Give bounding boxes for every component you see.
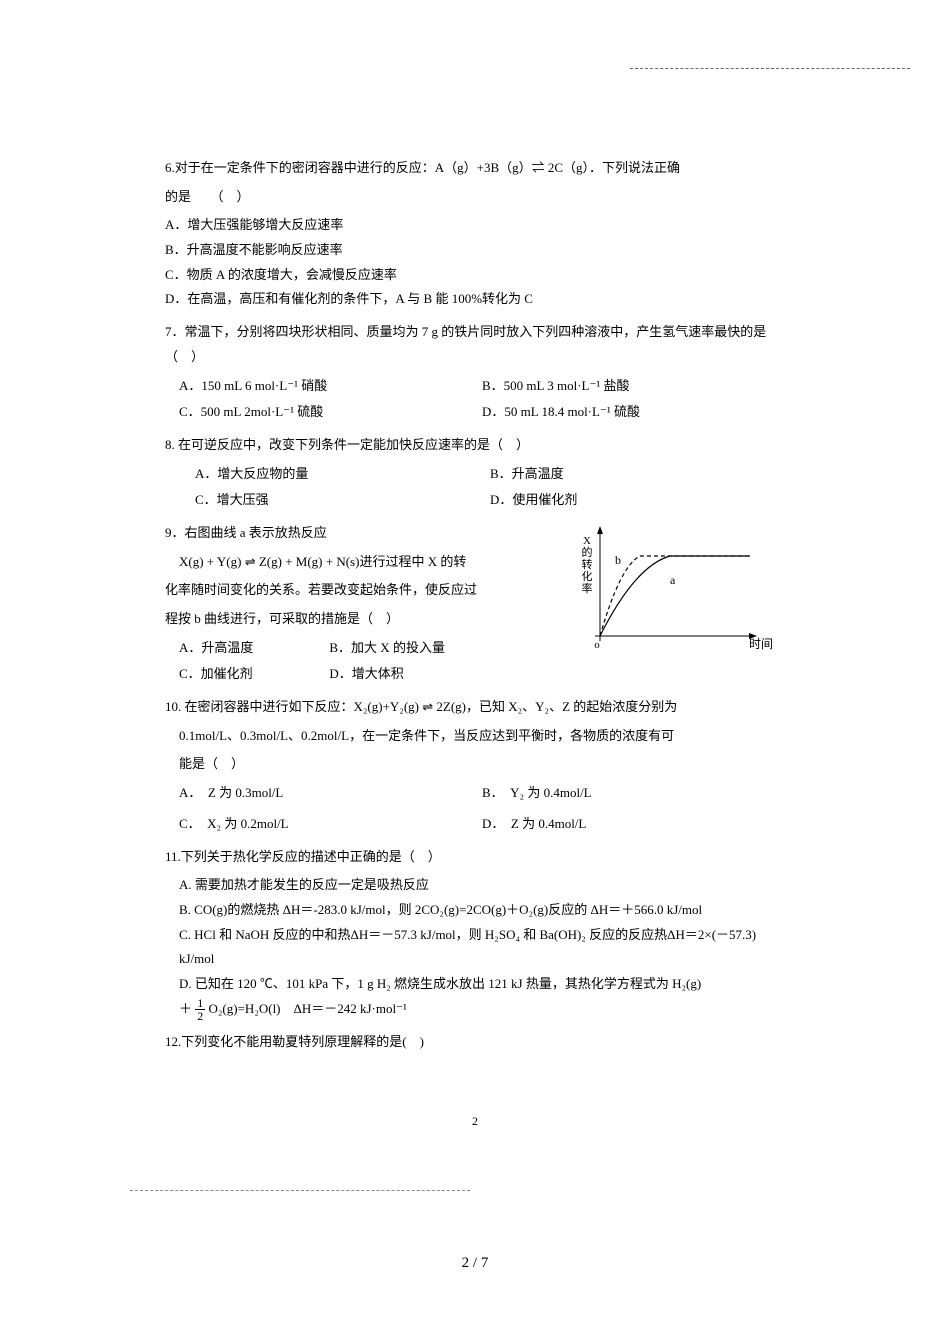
q9-option-d: D．增大体积 [329,662,555,687]
q6-option-b: B．升高温度不能影响反应速率 [165,238,785,263]
bottom-rule [130,1190,470,1191]
q9-stem-line1: 9．右图曲线 a 表示放热反应 [165,521,555,546]
x-label: 时间 [749,637,773,651]
q11-option-d-line1: D. 已知在 120 ℃、101 kPa 下，1 g H₂ 燃烧生成水放出 12… [165,972,785,997]
q11-d-plus: ＋ [179,1001,192,1016]
q12-stem: 12.下列变化不能用勒夏特列原理解释的是( ) [165,1030,785,1055]
y-label-2: 转 [582,557,593,571]
question-7: 7．常温下，分别将四块形状相同、质量均为 7 g 的铁片同时放入下列四种溶液中，… [165,320,785,425]
q10-stem-line1: 10. 在密闭容器中进行如下反应：X₂(g)+Y₂(g) ⇌ 2Z(g)，已知 … [165,695,785,720]
q9-stem-line4: 程按 b 曲线进行，可采取的措施是（ ） [165,607,555,632]
inner-page-number: 2 [165,1110,785,1133]
fraction-den: 2 [195,1010,205,1022]
question-10: 10. 在密闭容器中进行如下反应：X₂(g)+Y₂(g) ⇌ 2Z(g)，已知 … [165,695,785,836]
page-content: 6.对于在一定条件下的密闭容器中进行的反应：A（g）+3B（g）⇌ 2C（g）．… [165,156,785,1063]
q9-eq-post: Z(g) + M(g) + N(s)进行过程中 X 的转 [256,554,467,569]
q11-option-a: A. 需要加热才能发生的反应一定是吸热反应 [165,873,785,898]
q7-option-b: B．500 mL 3 mol·L⁻¹ 盐酸 [482,374,785,399]
q7-option-c: C．500 mL 2mol·L⁻¹ 硫酸 [179,400,482,425]
q7-option-d: D．50 mL 18.4 mol·L⁻¹ 硫酸 [482,400,785,425]
conversion-rate-chart: o X 的 转 化 率 时间 a b [575,526,785,656]
q9-option-c: C．加催化剂 [179,662,329,687]
q10-option-a: A． Z 为 0.3mol/L [179,781,482,806]
curve-a-label: a [670,573,676,587]
q10-stem-line2: 0.1mol/L、0.3mol/L、0.2mol/L，在一定条件下，当反应达到平… [165,724,785,749]
q6-option-c: C．物质 A 的浓度增大，会减慢反应速率 [165,263,785,288]
q8-option-b: B．升高温度 [490,462,785,487]
y-label-4: 率 [582,581,593,595]
q7-stem: 7．常温下，分别将四块形状相同、质量均为 7 g 的铁片同时放入下列四种溶液中，… [165,320,785,369]
q6-stem-line1: 6.对于在一定条件下的密闭容器中进行的反应：A（g）+3B（g）⇌ 2C（g）．… [165,156,785,181]
q10-stem-line3: 能是（ ） [165,752,785,777]
question-12: 12.下列变化不能用勒夏特列原理解释的是( ) [165,1030,785,1055]
curve-b-label: b [615,553,621,567]
q8-option-d: D．使用催化剂 [490,488,785,513]
q11-option-c: C. HCl 和 NaOH 反应的中和热ΔH＝－57.3 kJ/mol，则 H₂… [165,923,785,972]
curve-b [600,556,750,636]
q10-option-d: D． Z 为 0.4mol/L [482,812,785,837]
question-9: 9．右图曲线 a 表示放热反应 X(g) + Y(g) ⇌ Z(g) + M(g… [165,521,785,687]
q9-text: 9．右图曲线 a 表示放热反应 X(g) + Y(g) ⇌ Z(g) + M(g… [165,521,555,687]
q6-option-a: A．增大压强能够增大反应速率 [165,213,785,238]
q6-option-d: D．在高温，高压和有催化剂的条件下，A 与 B 能 100%转化为 C [165,287,785,312]
q8-option-c: C．增大压强 [195,488,490,513]
equilibrium-arrow-icon: ⇌ [245,554,256,569]
q9-chart: o X 的 转 化 率 时间 a b [575,526,785,656]
q9-eq-pre: X(g) + Y(g) [179,554,245,569]
q7-option-a: A．150 mL 6 mol·L⁻¹ 硝酸 [179,374,482,399]
q11-d-post: O₂(g)=H₂O(l) ΔH＝－242 kJ·mol⁻¹ [209,1001,407,1016]
q9-stem-line3: 化率随时间变化的关系。若要改变起始条件，使反应过 [165,578,555,603]
origin-label: o [594,639,600,651]
q9-option-a: A．升高温度 [179,636,329,661]
y-label-3: 化 [582,569,593,583]
curve-a [600,556,750,636]
y-label-1: 的 [582,545,593,559]
q11-stem: 11.下列关于热化学反应的描述中正确的是（ ） [165,845,785,870]
q11-option-d-line2: ＋ 1 2 O₂(g)=H₂O(l) ΔH＝－242 kJ·mol⁻¹ [165,997,785,1023]
question-11: 11.下列关于热化学反应的描述中正确的是（ ） A. 需要加热才能发生的反应一定… [165,845,785,1023]
fraction-one-half: 1 2 [195,997,205,1022]
q8-stem: 8. 在可逆反应中，改变下列条件一定能加快反应速率的是（ ） [165,433,785,458]
question-6: 6.对于在一定条件下的密闭容器中进行的反应：A（g）+3B（g）⇌ 2C（g）．… [165,156,785,312]
q8-option-a: A．增大反应物的量 [195,462,490,487]
y-axis-arrow-icon [597,526,603,534]
q11-option-b: B. CO(g)的燃烧热 ΔH＝-283.0 kJ/mol，则 2CO₂(g)=… [165,898,785,923]
page-counter: 2 / 7 [0,1255,950,1272]
q10-option-c: C． X₂ 为 0.2mol/L [179,812,482,837]
y-label-0: X [583,535,591,547]
q9-stem-line2: X(g) + Y(g) ⇌ Z(g) + M(g) + N(s)进行过程中 X … [165,550,555,575]
q6-stem-line2: 的是 （ ） [165,185,785,210]
q10-option-b: B． Y₂ 为 0.4mol/L [482,781,785,806]
question-8: 8. 在可逆反应中，改变下列条件一定能加快反应速率的是（ ） A．增大反应物的量… [165,433,785,513]
top-rule [630,68,910,69]
q9-option-b: B．加大 X 的投入量 [329,636,555,661]
